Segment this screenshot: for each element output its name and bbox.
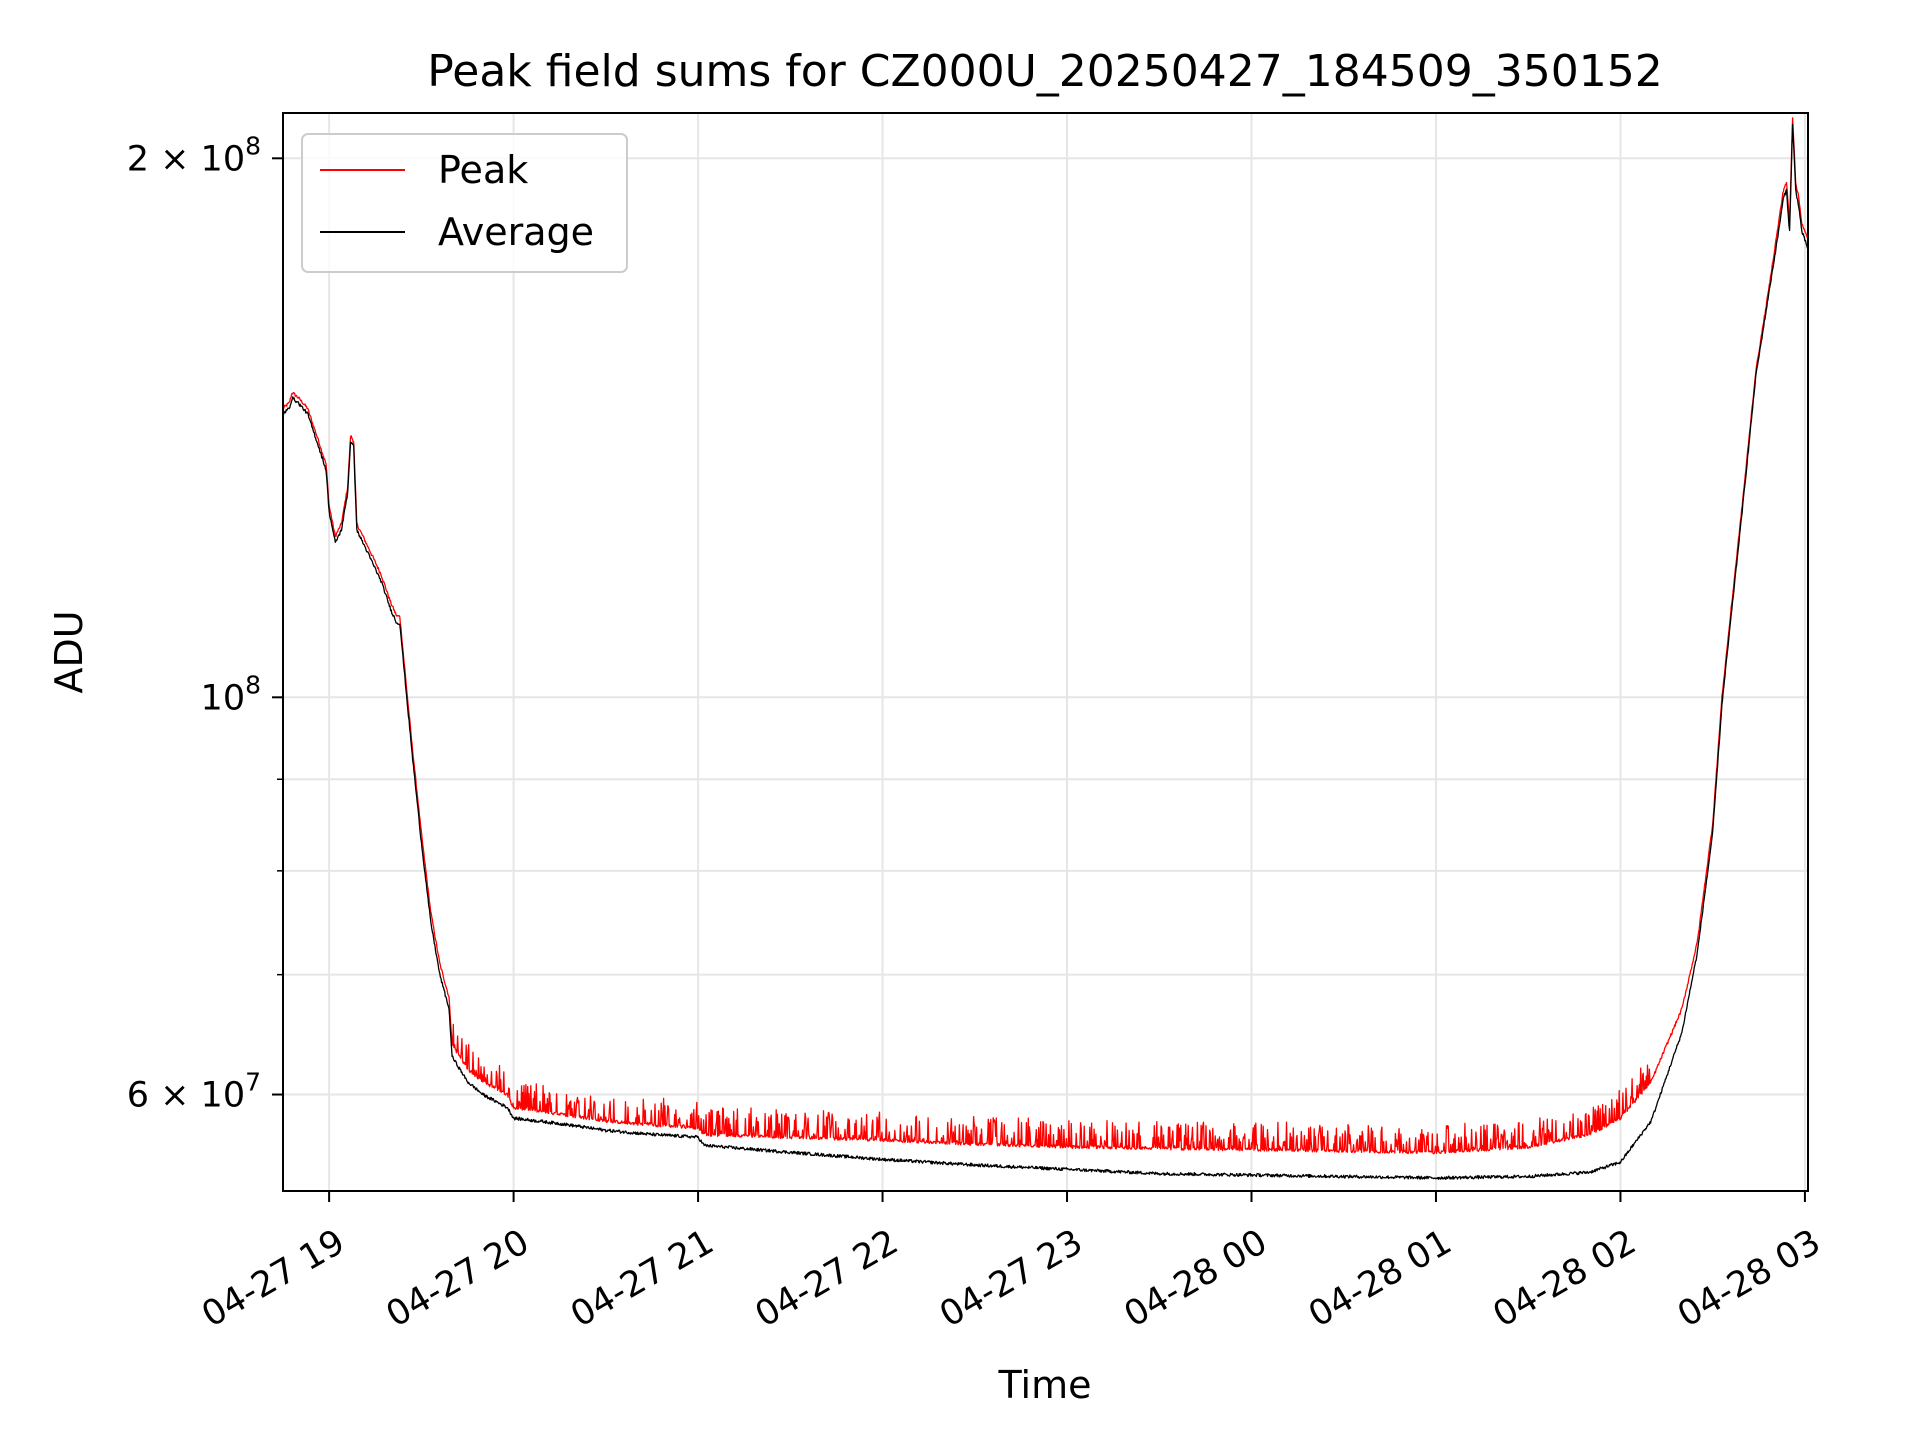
y-tick-label-exponent: 8 [245, 131, 261, 160]
y-tick-label-base: 10 [201, 678, 246, 718]
y-tick-label: 108 [201, 670, 261, 718]
legend-label-average: Average [438, 210, 594, 254]
legend-frame [301, 133, 628, 273]
chart-title: Peak field sums for CZ000U_20250427_1845… [427, 46, 1662, 97]
y-tick-label-exponent: 8 [245, 670, 261, 699]
series-line-average [283, 123, 1808, 1180]
legend-label-peak: Peak [438, 148, 528, 192]
y-tick-label: 2 × 108 [127, 131, 261, 179]
y-axis-label: ADU [47, 610, 91, 693]
y-tick-label-base: 6 × 10 [127, 1076, 245, 1116]
legend: Peak Average [301, 133, 628, 273]
y-tick-label: 6 × 107 [127, 1068, 261, 1116]
x-axis-label: Time [998, 1363, 1092, 1407]
plot-area-frame [282, 112, 1809, 1192]
series-lines [283, 117, 1808, 1180]
y-tick-label-exponent: 7 [245, 1068, 261, 1097]
y-tick-label-base: 2 × 10 [127, 139, 245, 179]
series-line-peak [283, 117, 1808, 1155]
